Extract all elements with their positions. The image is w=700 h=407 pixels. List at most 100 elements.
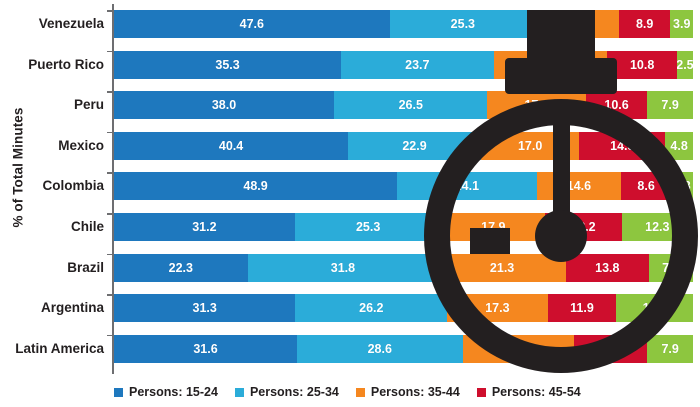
bar-segment: 8.9 [618,10,671,38]
legend-label: Persons: 15-24 [129,385,218,399]
bar-segment-value: 14.3 [565,17,590,31]
chart-legend: Persons: 15-24 Persons: 25-34 Persons: 35-… [114,382,700,402]
axis-tick [107,91,114,93]
bar-segment: 2.5 [676,50,693,79]
axis-tick [107,131,114,134]
bar-segment: 7.9 [647,334,693,363]
bar-segment: 3.9 [670,10,693,38]
bar-row: Colombia 48.9 24.1 14.6 8.6 3.8 [42,172,693,201]
bar-segment-value: 31.6 [193,341,218,356]
bar-segment: 14.3 [536,10,619,38]
category-label: Latin America [15,340,104,356]
bar-segment: 3.8 [670,172,693,201]
bar-segment: 7.9 [647,91,693,120]
bar-segment: 26.5 [334,91,488,120]
bar-segment-value: 48.9 [243,179,268,194]
bar-row: Argentina 31.3 26.2 17.3 11.9 13.2 [41,294,693,323]
bar-segment-value: 17.0 [524,98,549,113]
bar-segment: 31.6 [114,334,297,363]
bar-segment-value: 31.8 [330,260,356,275]
bar-segment: 31.2 [114,213,295,241]
bar-row: Puerto Rico 35.3 23.7 17.7 10.8 2.5 [28,50,693,79]
bar-segment: 11.9 [547,294,617,323]
bar-segment-value: 31.2 [192,220,217,234]
bar-row: Latin America 31.6 28.6 19.3 12.6 7.9 [15,334,693,363]
category-label: Colombia [42,178,104,194]
bar-segment-value: 26.2 [359,301,384,316]
category-label: Chile [70,219,104,234]
bar-row: Mexico 40.4 22.9 17.0 14.8 4.8 [58,131,693,160]
axis-tick [107,10,114,12]
bar-segment: 12.3 [621,213,693,241]
axis-tick [107,253,114,256]
bar-segment: 26.2 [295,294,448,323]
bar-segment-value: 31.3 [192,301,217,316]
axis-tick [107,334,114,337]
legend-swatch-icon [355,387,365,397]
bar-segment: 21.3 [438,253,566,282]
category-label: Venezuela [38,16,104,31]
bar-row: Chile 31.2 25.3 17.9 13.2 12.3 [71,213,693,241]
bar-segment-value: 3.8 [673,179,691,194]
legend-item[interactable]: Persons: 25-34 [234,385,339,399]
bar-segment: 14.8 [579,131,666,160]
bar-segment-value: 40.4 [218,138,244,153]
bar-segment-value: 25.3 [450,17,476,31]
bar-segment: 47.6 [114,10,390,38]
bar-segment: 13.2 [545,213,622,241]
category-label: Peru [73,97,104,113]
bar-segment-value: 7.9 [661,98,679,113]
bar-segment-value: 47.6 [239,17,264,31]
bar-segment-value: 8.9 [635,17,654,31]
legend-item[interactable]: Persons: 45-54 [476,385,581,399]
legend-swatch-icon [114,387,123,397]
bar-segment-value: 24.1 [454,179,480,194]
bar-segment-value: 8.6 [637,179,655,194]
bar-row: Venezuela 47.6 25.3 14.3 8.9 3.9 [39,10,693,38]
bar-segment-value: 28.6 [367,341,392,356]
bar-segment: 38.0 [114,91,335,120]
plot-area: Venezuela 47.6 25.3 14.3 8.9 3.9 Puerto Rico 35… [15,4,694,374]
bar-segment: 24.1 [397,172,537,201]
bar-segment: 25.3 [294,213,442,241]
bar-segment-value: 4.8 [670,138,688,153]
bar-segment: 13.8 [565,253,649,282]
bar-segment-value: 26.5 [398,98,423,113]
bar-segment-value: 14.6 [566,179,592,194]
bar-segment: 31.3 [114,294,296,323]
bar-segment-value: 10.6 [604,98,629,113]
bar-segment-value: 7.9 [661,341,679,356]
bar-segment: 17.7 [493,50,608,79]
bar-segment-value: 12.3 [645,220,670,234]
legend-item[interactable]: Persons: 15-24 [114,385,218,399]
bar-segment: 31.8 [247,253,439,282]
bar-segment: 35.3 [114,50,342,79]
bar-segment: 13.2 [616,294,693,323]
legend-swatch-icon [476,387,486,397]
axis-tick [107,50,114,53]
legend-label: Persons: 35-44 [370,385,460,399]
category-label: Brazil [67,259,104,275]
legend-item[interactable]: Persons: 35-44 [355,385,460,399]
axis-tick [107,213,114,215]
category-label: Puerto Rico [28,56,104,72]
bar-segment-value: 22.9 [402,138,427,153]
bar-segment: 17.3 [447,294,548,323]
bar-segment-value: 14.8 [610,138,635,153]
bar-segment-value: 13.2 [571,220,596,234]
category-label: Argentina [40,300,104,316]
bar-segment-value: 38.0 [211,98,237,113]
bar-segment: 48.9 [114,172,398,201]
y-axis-line [112,4,114,374]
bar-segment-value: 25.3 [355,220,381,234]
bar-segment: 12.6 [574,334,648,363]
category-label: Mexico [58,137,104,153]
legend-swatch-icon [234,387,244,397]
bar-segment-value: 10.8 [629,57,655,72]
bar-segment: 22.3 [114,253,248,282]
bar-segment-value: 3.9 [673,17,691,31]
bar-segment-value: 17.7 [538,57,563,72]
bar-segment-value: 17.9 [481,220,506,234]
bar-segment: 14.6 [536,172,622,201]
bar-segment: 22.9 [348,131,481,160]
